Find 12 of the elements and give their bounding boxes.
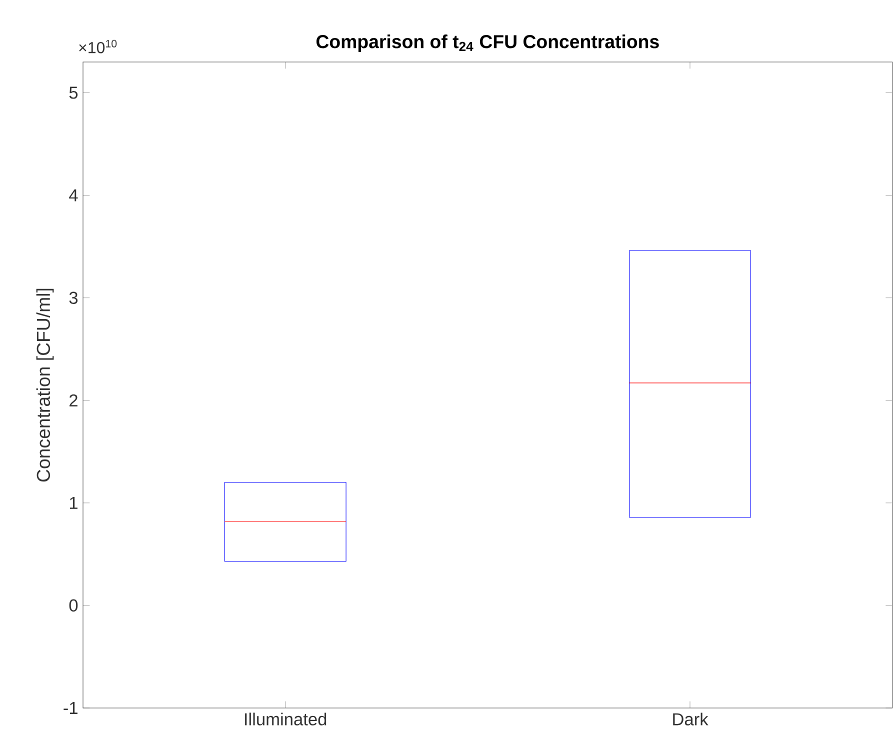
x-tick-label: Illuminated bbox=[245, 712, 326, 726]
y-tick-label: 5 bbox=[69, 86, 78, 99]
chart-title: Comparison of t$_{24}$ CFU Concentrations bbox=[316, 34, 659, 52]
y-tick-label: 1 bbox=[70, 496, 78, 509]
y-tick-label: 2 bbox=[70, 394, 78, 406]
y-tick-label: 3 bbox=[69, 292, 78, 304]
y-tick-label: 0 bbox=[69, 599, 78, 612]
text: ×10$^{10}$ bbox=[79, 40, 117, 54]
y-tick-label: -1 bbox=[64, 702, 78, 714]
y-axis-title: Concentration [CFU/ml] bbox=[36, 288, 54, 482]
x-tick-label: Dark bbox=[673, 712, 708, 726]
y-tick-label: 4 bbox=[69, 189, 78, 202]
